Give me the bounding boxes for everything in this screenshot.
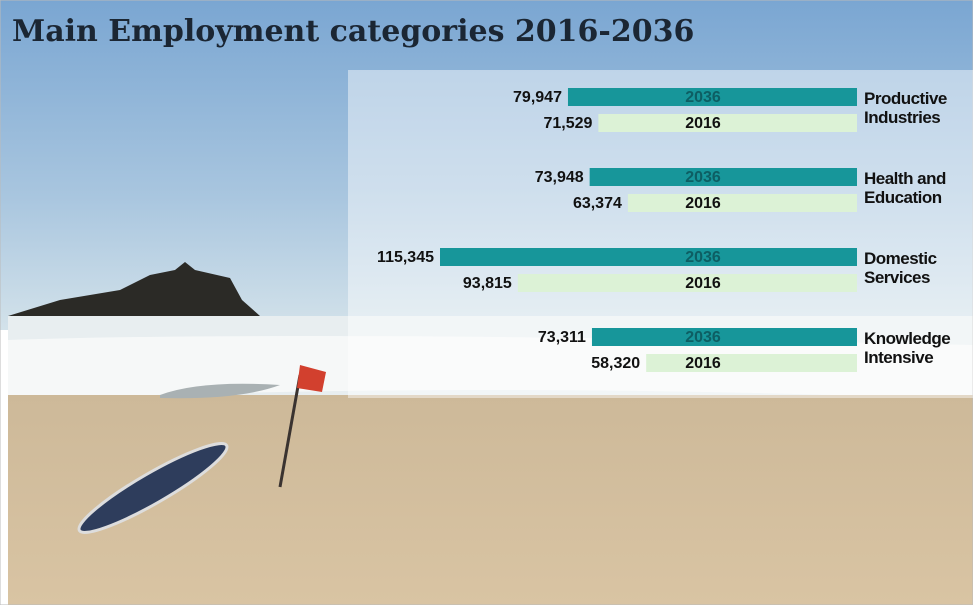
bar — [440, 248, 857, 266]
bar — [591, 328, 857, 346]
value-label: 71,529 — [543, 115, 592, 132]
series-label: 2036 — [685, 89, 721, 106]
series-label: 2016 — [685, 115, 721, 132]
series-label: 2016 — [685, 275, 721, 292]
value-label: 115,345 — [377, 249, 434, 266]
category-label: Knowledge Intensive — [864, 329, 951, 367]
bar — [646, 354, 857, 372]
value-label: 58,320 — [591, 355, 640, 372]
category-label: Health and Education — [864, 169, 946, 207]
bar — [598, 114, 857, 132]
chart-title: Main Employment categories 2016-2036 — [12, 14, 694, 49]
bar — [567, 88, 857, 106]
series-label: 2036 — [685, 169, 721, 186]
bar — [589, 168, 857, 186]
series-label: 2016 — [685, 195, 721, 212]
series-label: 2036 — [685, 249, 721, 266]
bar — [627, 194, 857, 212]
value-label: 73,311 — [538, 329, 586, 346]
value-label: 63,374 — [573, 195, 622, 212]
value-label: 93,815 — [463, 275, 512, 292]
value-label: 79,947 — [513, 89, 562, 106]
value-label: 73,948 — [535, 169, 584, 186]
series-label: 2036 — [685, 329, 721, 346]
category-label: Domestic Services — [864, 249, 937, 287]
bar — [517, 274, 857, 292]
series-label: 2016 — [685, 355, 721, 372]
category-label: Productive Industries — [864, 89, 947, 127]
